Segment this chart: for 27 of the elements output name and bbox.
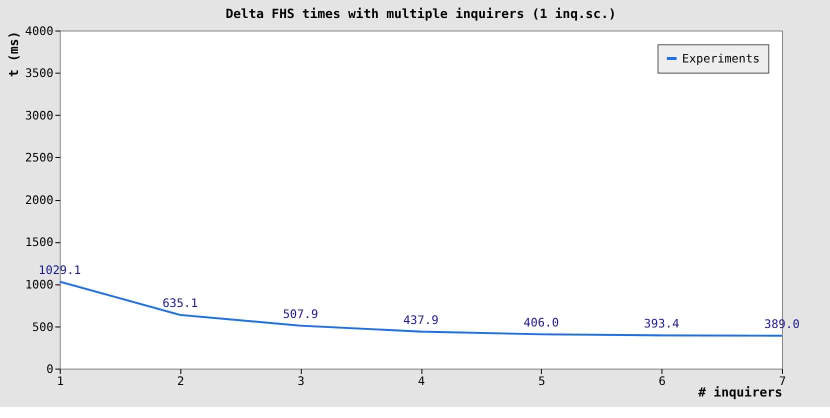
data-label: 635.1: [162, 296, 198, 310]
chart-title: Delta FHS times with multiple inquirers (1 inq.sc.): [226, 6, 616, 22]
x-tick-label: 7: [778, 374, 786, 388]
y-tick-label: 500: [32, 320, 54, 334]
x-tick-label: 3: [297, 374, 305, 388]
y-tick-label: 3000: [25, 108, 54, 122]
x-tick-label: 2: [177, 374, 184, 388]
legend-label: Experiments: [682, 51, 760, 66]
data-label: 393.4: [644, 316, 680, 331]
y-tick-label: 2000: [25, 192, 54, 207]
y-tick-label: 0: [46, 362, 54, 376]
x-tick-label: 4: [418, 374, 425, 388]
data-label: 507.9: [282, 306, 318, 321]
x-axis-title: # inquirers: [698, 386, 782, 401]
data-label: 389.0: [764, 316, 800, 331]
y-tick-label: 3500: [25, 66, 54, 80]
y-tick-label: 2500: [25, 150, 54, 165]
y-tick-label: 1000: [25, 278, 54, 292]
y-tick-label: 4000: [25, 24, 54, 38]
x-tick-label: 5: [538, 374, 546, 388]
data-label: 406.0: [524, 315, 559, 330]
x-tick-label: 1: [56, 374, 64, 388]
x-tick-label: 6: [658, 374, 666, 388]
data-label: 1029.1: [38, 262, 81, 277]
data-label: 437.9: [403, 312, 439, 327]
y-axis-title: t (ms): [7, 31, 22, 77]
y-tick-label: 1500: [25, 235, 54, 250]
